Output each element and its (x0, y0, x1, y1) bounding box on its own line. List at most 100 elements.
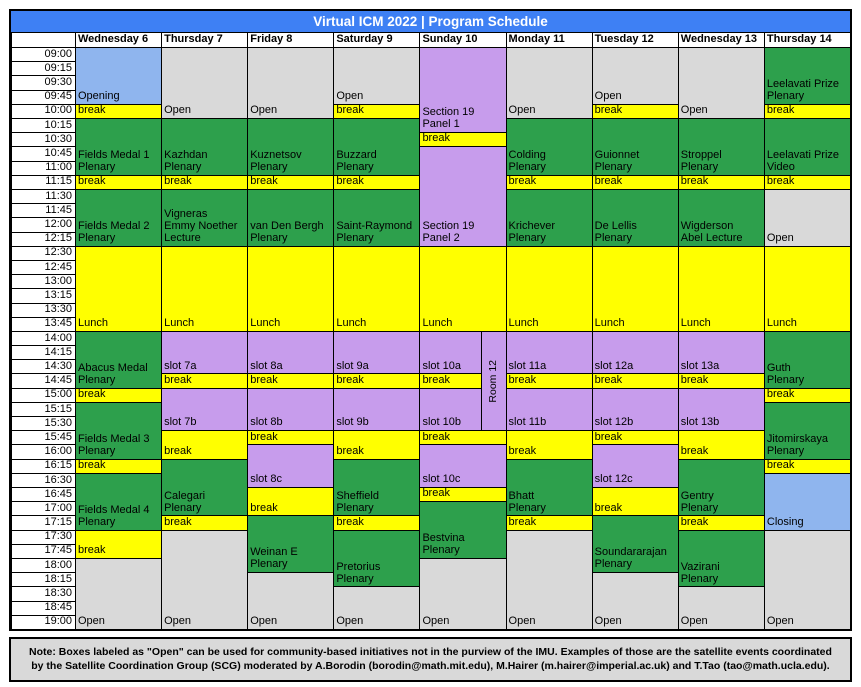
time-label-label: 09:00 (44, 47, 72, 60)
schedule-cell-label: van Den Bergh Plenary (250, 219, 324, 244)
schedule-cell-label: break (78, 388, 106, 400)
time-label: 17:30 (11, 529, 75, 544)
schedule-cell: slot 13a (677, 330, 764, 374)
schedule-cell-label: Open (766, 615, 794, 628)
schedule-cell: slot 10a (419, 330, 482, 374)
schedule-cell-label: Lunch (422, 317, 453, 330)
schedule-cell: slot 8b (247, 387, 334, 431)
time-label-label: 16:30 (44, 473, 72, 486)
schedule-cell: Open (677, 586, 764, 629)
schedule-cell-label: break (766, 104, 795, 117)
schedule-cell: break (333, 515, 420, 530)
day-header: Friday 8 (247, 32, 334, 47)
day-header: Saturday 9 (333, 32, 420, 47)
schedule-cell-label: Lunch (508, 317, 539, 330)
schedule-cell-label: Bhatt Plenary (508, 489, 546, 514)
schedule-cell-label: break (680, 515, 709, 528)
schedule-cell-label: break (594, 501, 623, 514)
schedule-cell: Kuznetsov Plenary (247, 117, 334, 175)
time-label-label: 12:00 (44, 217, 72, 230)
time-label-label: 09:45 (44, 90, 72, 103)
schedule-cell: break (75, 529, 162, 559)
time-label: 16:30 (11, 472, 75, 488)
time-label: 10:00 (11, 103, 75, 118)
time-label-label: 18:15 (44, 572, 72, 585)
time-label-label: 10:45 (44, 147, 72, 160)
schedule-cell-label: break (250, 175, 278, 188)
schedule-cell-label: break (594, 175, 623, 188)
schedule-cell-label: break (78, 458, 106, 471)
time-label-label: 12:15 (44, 232, 72, 245)
schedule-cell: break (419, 487, 506, 502)
schedule-cell-label: slot 8b (250, 416, 283, 429)
schedule-cell: Open (333, 586, 420, 629)
schedule-cell: Calegari Plenary (161, 458, 248, 516)
time-label: 18:15 (11, 572, 75, 587)
schedule-cell-label: break (422, 132, 450, 145)
schedule-cell-label: Saint-Raymond Plenary (336, 219, 413, 244)
schedule-cell-label: Guth Plenary (766, 361, 805, 386)
schedule-cell: Leelavati Prize Plenary (763, 47, 850, 104)
schedule-cell-label: slot 10a (422, 359, 461, 372)
time-label-label: 14:30 (44, 359, 72, 372)
schedule-cell: slot 11b (505, 387, 592, 431)
time-label: 09:15 (11, 61, 75, 76)
schedule-cell: slot 10b (419, 387, 482, 431)
schedule-cell-label: Stroppel Plenary (680, 149, 722, 173)
time-label: 13:15 (11, 288, 75, 303)
time-label: 10:15 (11, 117, 75, 133)
schedule-cell-label: slot 11a (508, 359, 547, 372)
schedule-cell-label: break (250, 501, 278, 514)
schedule-cell: break (161, 515, 248, 530)
time-label: 15:15 (11, 401, 75, 417)
schedule-cell-label: Fields Medal 4 Plenary (78, 503, 150, 528)
time-label-label: 17:15 (44, 516, 72, 529)
schedule-cell-label: break (336, 515, 364, 528)
day-header-label: Thursday 7 (164, 32, 223, 45)
time-label-label: 11:15 (45, 175, 72, 188)
schedule-cell: Open (505, 529, 592, 629)
day-header-label: Monday 11 (508, 32, 565, 45)
time-label-label: 16:00 (44, 445, 72, 458)
schedule-cell: Soundararajan Plenary (591, 515, 678, 573)
time-label: 09:45 (11, 89, 75, 104)
schedule-cell: Open (591, 572, 678, 629)
schedule-cell-label: Vazirani Plenary (680, 560, 720, 585)
schedule-cell: Lunch (161, 245, 248, 331)
schedule-cell-label: Lunch (336, 317, 367, 330)
schedule-cell-label: Krichever Plenary (508, 219, 556, 244)
time-label-label: 13:45 (44, 317, 72, 330)
schedule-cell-label: Kazhdan Plenary (164, 149, 208, 173)
schedule-cell-label: break (594, 104, 623, 117)
schedule-cell-label: Open (422, 615, 450, 628)
time-label-label: 10:30 (44, 132, 72, 145)
schedule-cell-label: break (508, 175, 537, 188)
schedule-cell: Bestvina Plenary (419, 501, 506, 559)
schedule-cell-label: slot 7b (164, 416, 197, 429)
schedule-cell: Open (763, 188, 850, 246)
schedule-cell-label: slot 11b (508, 416, 547, 429)
schedule-cell-label: Lunch (594, 317, 625, 330)
schedule-cell: Bhatt Plenary (505, 458, 592, 516)
schedule-cell: break (591, 373, 678, 388)
schedule-cell-label: break (680, 444, 709, 457)
time-label: 14:15 (11, 345, 75, 360)
schedule-cell-label: break (508, 444, 537, 457)
schedule-cell-label: Open (250, 104, 278, 117)
schedule-cell: Open (75, 558, 162, 629)
schedule-cell: Open (763, 529, 850, 629)
schedule-cell-label: Open (336, 89, 364, 102)
schedule-cell-label: Open (594, 615, 622, 628)
schedule-cell-label: Bestvina Plenary (422, 532, 465, 557)
schedule-cell-label: break (78, 544, 106, 557)
schedule-cell: slot 12b (591, 387, 678, 431)
schedule-cell-label: Open (78, 615, 105, 628)
schedule-cell-label: slot 7a (164, 359, 197, 372)
schedule-cell: break (247, 430, 334, 445)
schedule-cell: Open (161, 529, 248, 629)
schedule-cell: Lunch (333, 245, 420, 331)
schedule-cell-label: slot 10b (422, 416, 461, 429)
schedule-cell: break (763, 174, 850, 189)
schedule-cell-label: break (336, 444, 364, 457)
schedule-cell-label: slot 8a (250, 359, 283, 372)
